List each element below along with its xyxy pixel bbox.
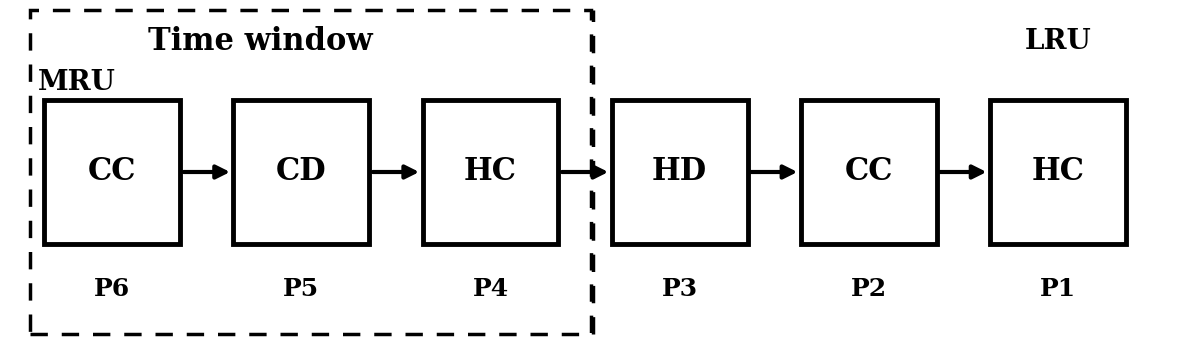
Text: P3: P3 [662,277,697,301]
Text: P6: P6 [95,277,130,301]
Text: P1: P1 [1040,277,1076,301]
Text: CC: CC [844,157,894,187]
Text: P2: P2 [851,277,886,301]
FancyBboxPatch shape [800,100,936,244]
Text: HC: HC [1032,157,1084,187]
Text: P5: P5 [284,277,319,301]
Text: CD: CD [277,157,326,187]
Text: Time window: Time window [148,26,372,57]
Text: CC: CC [87,157,137,187]
FancyBboxPatch shape [612,100,747,244]
Text: MRU: MRU [38,69,116,96]
Text: HD: HD [652,157,707,187]
FancyBboxPatch shape [991,100,1125,244]
FancyBboxPatch shape [234,100,369,244]
Text: P4: P4 [473,277,508,301]
Text: LRU: LRU [1025,28,1091,55]
FancyBboxPatch shape [44,100,180,244]
Text: HC: HC [465,157,517,187]
FancyBboxPatch shape [423,100,558,244]
